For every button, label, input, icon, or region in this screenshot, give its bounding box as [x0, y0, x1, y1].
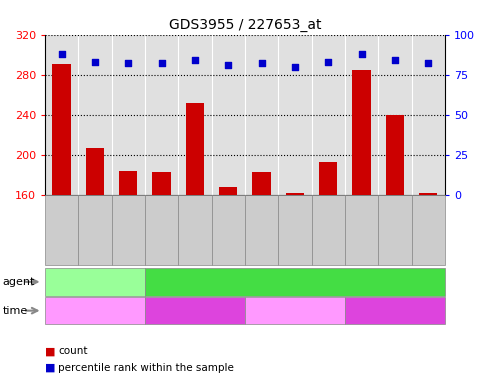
Text: time: time	[2, 306, 28, 316]
Text: GSM158380: GSM158380	[290, 199, 299, 254]
Text: agent: agent	[2, 277, 35, 287]
Text: 24 hrs: 24 hrs	[377, 306, 412, 316]
Point	[158, 60, 166, 66]
Bar	[86, 148, 104, 195]
Text: GSM158382: GSM158382	[357, 199, 366, 254]
Bar	[353, 70, 370, 195]
Title: GDS3955 / 227653_at: GDS3955 / 227653_at	[169, 18, 321, 32]
Point	[358, 51, 366, 57]
Text: ■: ■	[45, 346, 56, 356]
Text: untreated: untreated	[67, 277, 123, 287]
Text: GSM158374: GSM158374	[90, 199, 99, 254]
Bar	[253, 172, 270, 195]
Point	[291, 64, 299, 70]
Text: GSM158379: GSM158379	[257, 199, 266, 254]
Point	[391, 57, 399, 63]
Bar	[319, 162, 337, 195]
Bar	[53, 64, 71, 195]
Text: ■: ■	[45, 363, 56, 373]
Point	[58, 51, 66, 57]
Text: GSM158375: GSM158375	[124, 199, 133, 254]
Text: GSM158384: GSM158384	[424, 199, 433, 254]
Point	[191, 57, 199, 63]
Text: 6 hrs: 6 hrs	[281, 306, 309, 316]
Bar	[419, 193, 437, 195]
Text: GSM158377: GSM158377	[190, 199, 199, 254]
Point	[225, 62, 232, 68]
Point	[125, 60, 132, 66]
Text: 0 hrs: 0 hrs	[81, 306, 109, 316]
Point	[258, 60, 266, 66]
Text: GSM158381: GSM158381	[324, 199, 333, 254]
Text: PCB-77: PCB-77	[275, 277, 315, 287]
Point	[425, 60, 432, 66]
Point	[91, 59, 99, 65]
Point	[325, 59, 332, 65]
Text: GSM158383: GSM158383	[390, 199, 399, 254]
Bar	[186, 103, 204, 195]
Text: count: count	[58, 346, 88, 356]
Bar	[286, 193, 304, 195]
Text: percentile rank within the sample: percentile rank within the sample	[58, 363, 234, 373]
Text: GSM158373: GSM158373	[57, 199, 66, 254]
Text: GSM158376: GSM158376	[157, 199, 166, 254]
Bar	[386, 115, 404, 195]
Text: GSM158378: GSM158378	[224, 199, 233, 254]
Bar	[153, 172, 170, 195]
Text: 0.5 hrs: 0.5 hrs	[176, 306, 214, 316]
Bar	[119, 171, 137, 195]
Bar	[219, 187, 237, 195]
